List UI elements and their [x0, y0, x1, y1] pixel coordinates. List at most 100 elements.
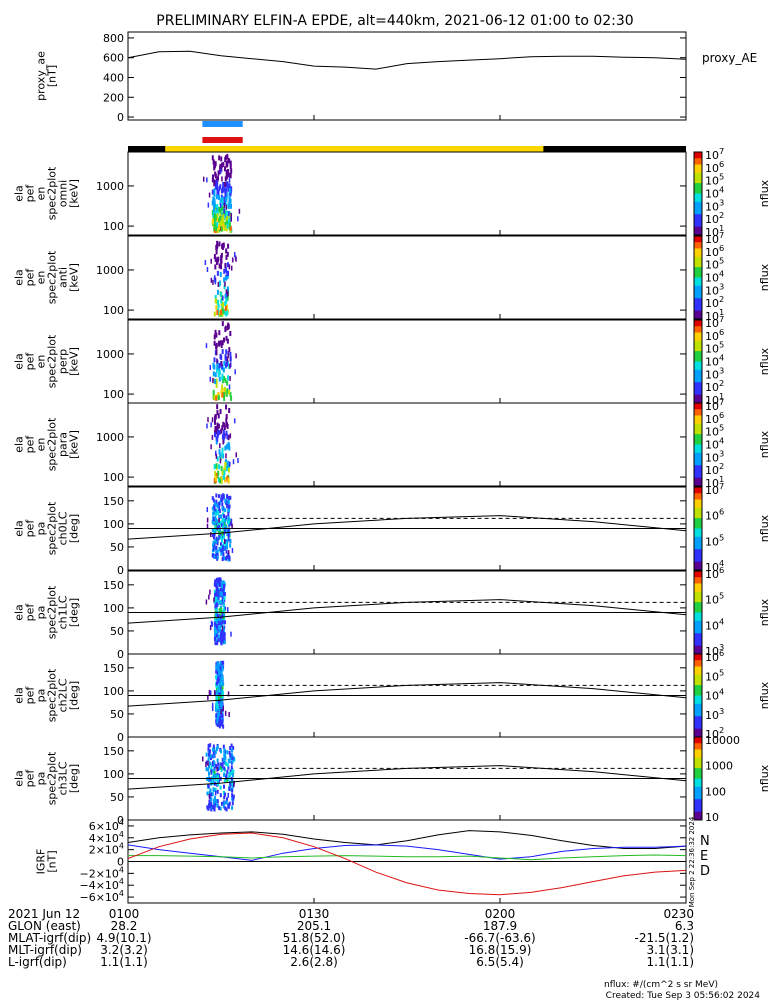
- colorbar-segment: [694, 573, 702, 576]
- spectrogram-cell: [210, 792, 213, 797]
- colorbar-segment: [694, 782, 702, 786]
- spectrogram-cell: [214, 612, 217, 617]
- colorbar-segment: [694, 555, 702, 559]
- colorbar-segment: [694, 332, 702, 336]
- colorbar-tick-label-base: 10: [705, 413, 719, 426]
- spectrogram-outlier: [206, 523, 209, 529]
- colorbar-segment: [694, 745, 702, 748]
- colorbar-tick-label: 105: [705, 532, 724, 548]
- colorbar-tick-label-base: 10: [705, 200, 719, 213]
- spectrogram-outlier: [228, 461, 231, 467]
- spectrogram-cell: [215, 664, 218, 669]
- spectrogram-cell: [227, 528, 230, 533]
- spectrogram-cell: [217, 303, 220, 309]
- spectrogram-cell: [226, 380, 229, 386]
- spectrogram-cell: [223, 535, 226, 540]
- spectrogram-cell: [214, 628, 217, 633]
- colorbar-tick-label-exp: 3: [719, 448, 724, 458]
- spectrogram-outlier: [208, 689, 211, 695]
- spectrogram-cell: [221, 538, 224, 543]
- spectrogram-cell: [219, 165, 222, 171]
- spectrogram-cell: [216, 618, 219, 623]
- spectrogram-cell: [215, 602, 218, 607]
- ephem-cell: -21.5(1.2): [635, 931, 695, 945]
- spectrogram-cell: [215, 511, 218, 516]
- spectrogram-cell: [222, 514, 225, 519]
- colorbar-segment: [694, 705, 702, 709]
- spectrogram-cell: [219, 624, 222, 629]
- spectrogram-cell: [220, 162, 223, 168]
- spectrogram-cell: [224, 191, 227, 197]
- ephem-cell: 28.2: [111, 919, 138, 933]
- spectrogram-cell: [226, 444, 229, 450]
- spectrogram-cell: [216, 427, 219, 433]
- spectrogram-cell: [222, 533, 225, 538]
- spectrogram-cell: [222, 301, 225, 307]
- spectrogram-cell: [229, 163, 232, 169]
- colorbar-tick-label-base: 10: [705, 394, 719, 407]
- spectrogram-cell: [222, 603, 225, 608]
- spectrogram-cell: [213, 464, 216, 470]
- spectrogram-panel: 1001000elapefenspec2plotomni[keV]1011021…: [13, 146, 772, 239]
- spectrogram-outlier: [223, 202, 226, 208]
- ephem-cell: 2.6(2.8): [290, 955, 338, 969]
- spectrogram-cell: [212, 772, 215, 777]
- colorbar-segment: [694, 214, 702, 217]
- spectrogram-cell: [211, 792, 214, 797]
- panel-ylabel-line: para: [57, 432, 70, 457]
- spectrogram-cell: [229, 543, 232, 548]
- colorbar-segment: [694, 524, 702, 527]
- spectrogram-cell: [220, 660, 223, 665]
- colorbar-segment: [694, 185, 702, 188]
- spectrogram-cell: [230, 186, 233, 192]
- spectrogram-cell: [221, 321, 224, 327]
- colorbar-segment: [694, 174, 702, 178]
- spectrogram-cell: [215, 777, 218, 782]
- spectrogram-cell: [221, 557, 224, 562]
- colorbar-segment: [694, 658, 702, 661]
- spectrogram-cell: [216, 404, 219, 410]
- spectrogram-cell: [215, 539, 218, 544]
- colorbar-segment: [694, 411, 702, 414]
- colorbar-segment: [694, 287, 702, 291]
- spectrogram-cell: [220, 801, 223, 806]
- spectrogram-cell: [216, 689, 219, 694]
- spectrogram-cell: [209, 777, 212, 782]
- colorbar-tick-label-base: 10: [705, 510, 719, 523]
- spectrogram-cell: [214, 596, 217, 601]
- colorbar-tick-label-base: 10: [705, 568, 719, 581]
- spectrogram-cell: [224, 155, 227, 161]
- spectrogram-cell: [215, 378, 218, 384]
- spectrogram-cell: [219, 666, 222, 671]
- spectrogram-cell: [227, 804, 230, 809]
- colorbar-segment: [694, 224, 702, 228]
- spectrogram-cell: [224, 792, 227, 797]
- spectrogram-cell: [229, 160, 232, 166]
- colorbar-segment: [694, 786, 702, 790]
- colorbar-segment: [694, 384, 702, 387]
- colorbar-segment: [694, 730, 702, 734]
- colorbar-segment: [694, 547, 702, 550]
- spectrogram-cell: [230, 777, 233, 782]
- spectrogram-outlier: [221, 364, 223, 370]
- spectrogram-outlier: [229, 351, 232, 357]
- igrf-ytick-exp: 4: [119, 818, 124, 827]
- spectrogram-outlier: [214, 279, 217, 285]
- spectrogram-cell: [215, 395, 218, 401]
- spectrogram-cell: [225, 219, 228, 225]
- colorbar-segment: [694, 612, 702, 616]
- colorbar-tick-label-exp: 3: [719, 642, 724, 652]
- spectrogram-cell: [231, 796, 234, 801]
- colorbar-segment: [694, 232, 702, 236]
- spectrogram-cell: [216, 185, 219, 191]
- spectrogram-cell: [217, 494, 220, 499]
- colorbar-segment: [694, 697, 702, 701]
- spectrogram-cell: [212, 511, 215, 516]
- colorbar-tick-label-exp: 3: [719, 706, 724, 716]
- colorbar-tick-label-base: 10: [705, 162, 719, 175]
- spectrogram-outlier: [222, 295, 224, 301]
- spectrogram-cell: [219, 616, 222, 621]
- spectrogram-cell: [212, 389, 215, 395]
